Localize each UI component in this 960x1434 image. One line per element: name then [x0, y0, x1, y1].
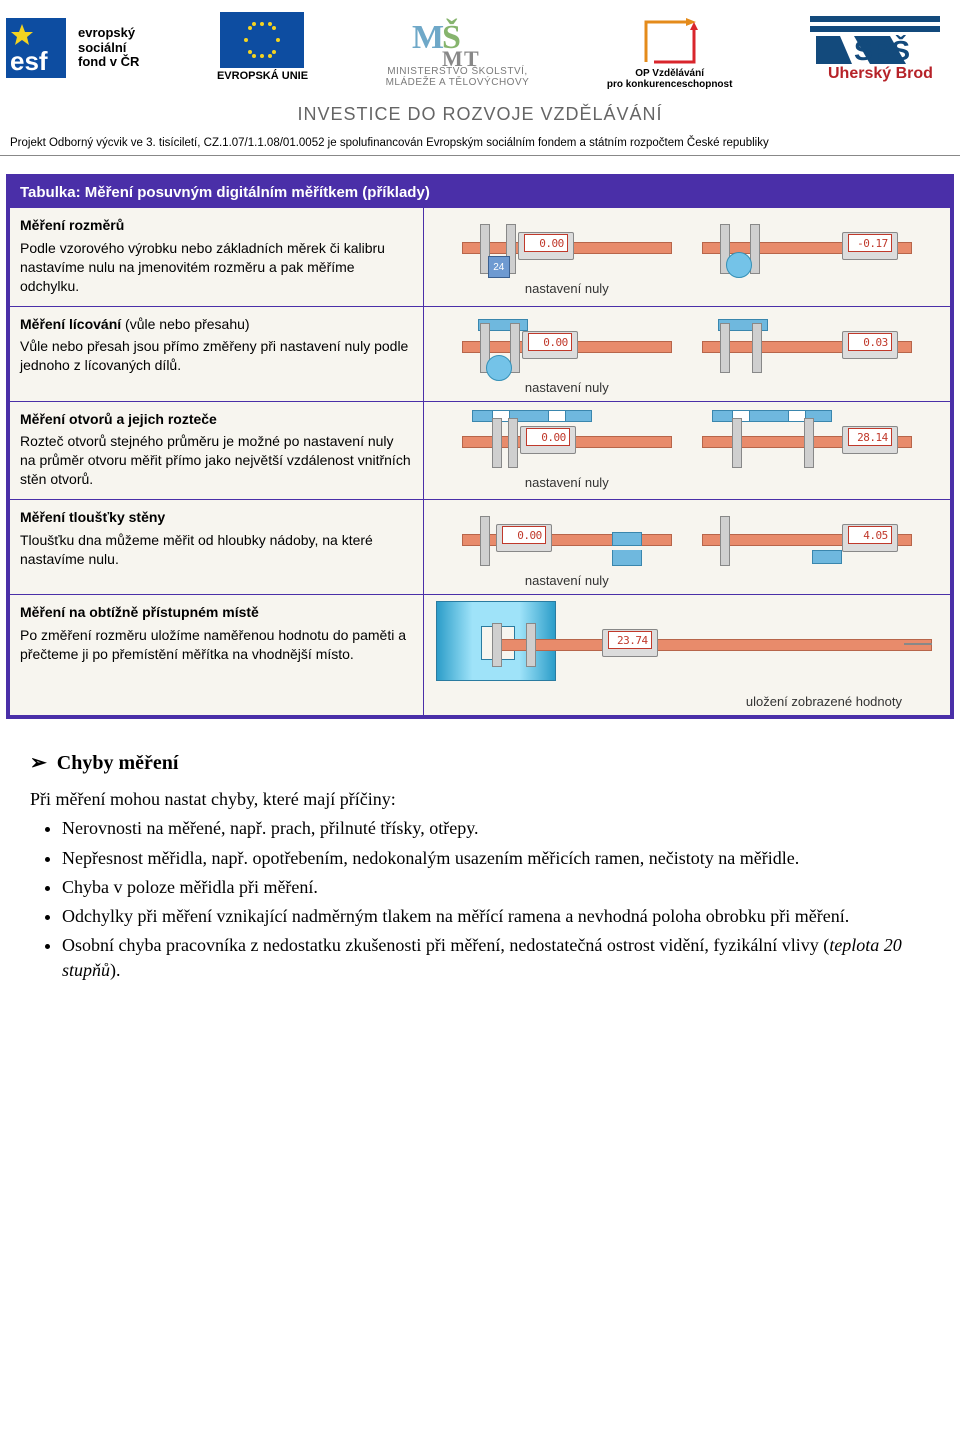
table-row: Měření tloušťky stěny Tloušťku dna můžem…	[10, 499, 950, 594]
caliper-diagram-right: 28.14	[702, 408, 912, 472]
esf-line-1: sociální	[78, 41, 139, 56]
list-item-pre: Osobní chyba pracovníka z nedostatku zku…	[62, 935, 829, 955]
sps-icon: SPŠ Uherský Brod	[810, 12, 940, 82]
eu-flag-icon	[220, 12, 304, 68]
row-heading: Měření lícování	[20, 316, 121, 332]
caliper-display: 0.00	[524, 234, 568, 252]
list-item: Osobní chyba pracovníka z nedostatku zku…	[62, 933, 930, 983]
diagram-caption: nastavení nuly	[462, 573, 672, 588]
msmt-icon: M Š M T	[412, 12, 502, 66]
esf-text: evropský sociální fond v ČR	[78, 26, 139, 71]
row-body: Rozteč otvorů stejného průměru je možné …	[20, 432, 413, 489]
caliper-diagram-right: -0.17	[702, 214, 912, 278]
project-line: Projekt Odborný výcvik ve 3. tisíciletí,…	[0, 135, 960, 156]
row-body: Podle vzorového výrobku nebo základních …	[20, 239, 413, 296]
gauge-block: 24	[488, 256, 510, 278]
table-row: Měření lícování (vůle nebo přesahu) Vůle…	[10, 306, 950, 401]
list-item: Odchylky při měření vznikající nadměrným…	[62, 904, 930, 929]
row-body: Vůle nebo přesah jsou přímo změřeny při …	[20, 337, 413, 375]
caliper-diagram-right: 0.03	[702, 313, 912, 377]
logo-msmt: M Š M T MINISTERSTVO ŠKOLSTVÍ, MLÁDEŽE A…	[386, 12, 530, 88]
table-cell-text: Měření rozměrů Podle vzorového výrobku n…	[10, 208, 424, 306]
svg-text:T: T	[464, 46, 479, 66]
row-heading: Měření tloušťky stěny	[20, 509, 165, 525]
msmt-line-1: MLÁDEŽE A TĚLOVÝCHOVY	[386, 77, 530, 88]
caliper-display: 23.74	[608, 631, 652, 649]
row-heading: Měření na obtížně přístupném místě	[20, 604, 259, 620]
op-line-1: pro konkurenceschopnost	[607, 79, 733, 90]
esf-icon: esf	[0, 12, 72, 84]
header-logos: esf evropský sociální fond v ČR EVROPSKÁ…	[0, 0, 960, 98]
op-icon	[640, 12, 700, 68]
diagram-caption: nastavení nuly	[462, 380, 672, 395]
list-item-post: ).	[110, 960, 121, 980]
errors-intro: Při měření mohou nastat chyby, které maj…	[30, 787, 930, 812]
table-cell-diagram: 0.00 nastavení nuly 28.14	[424, 402, 950, 500]
table-cell-diagram: 0.00 nastavení nuly 4.05	[424, 500, 950, 594]
caliper-diagram-left: 0.00 24	[462, 214, 672, 278]
caliper-display: 0.00	[526, 428, 570, 446]
errors-heading-text: Chyby měření	[57, 749, 179, 777]
diagram-caption: nastavení nuly	[462, 281, 672, 296]
esf-line-0: evropský	[78, 26, 139, 41]
table-row: Měření na obtížně přístupném místě Po zm…	[10, 594, 950, 715]
caliper-display: -0.17	[848, 234, 892, 252]
row-body: Po změření rozměru uložíme naměřenou hod…	[20, 626, 413, 664]
msmt-line-0: MINISTERSTVO ŠKOLSTVÍ,	[387, 66, 527, 77]
caliper-display: 4.05	[848, 526, 892, 544]
logo-esf: esf evropský sociální fond v ČR	[0, 12, 139, 84]
eu-label: EVROPSKÁ UNIE	[217, 70, 308, 82]
table-title: Tabulka: Měření posuvným digitálním měří…	[10, 178, 950, 207]
op-line-0: OP Vzdělávání	[635, 68, 704, 79]
row-heading: Měření otvorů a jejich rozteče	[20, 411, 217, 427]
caliper-diagram-left: 0.00	[462, 506, 672, 570]
body-text-section: ➢ Chyby měření Při měření mohou nastat c…	[0, 749, 960, 1017]
svg-text:M: M	[412, 19, 444, 56]
caliper-display: 0.00	[528, 333, 572, 351]
logo-eu: EVROPSKÁ UNIE	[217, 12, 308, 82]
caliper-display: 0.03	[848, 333, 892, 351]
list-item: Chyba v poloze měřidla při měření.	[62, 875, 930, 900]
esf-line-2: fond v ČR	[78, 55, 139, 70]
caliper-diagram-right: 4.05	[702, 506, 912, 570]
svg-text:esf: esf	[10, 46, 48, 76]
table-cell-text: Měření lícování (vůle nebo přesahu) Vůle…	[10, 307, 424, 401]
list-item: Nerovnosti na měřené, např. prach, přiln…	[62, 816, 930, 841]
errors-list: Nerovnosti na měřené, např. prach, přiln…	[62, 816, 930, 983]
caliper-display: 28.14	[848, 428, 892, 446]
caliper-diagram-left: 0.00	[462, 408, 672, 472]
caliper-table: Tabulka: Měření posuvným digitálním měří…	[6, 174, 954, 719]
row-heading: Měření rozměrů	[20, 217, 124, 233]
caliper-diagram-single: 23.74	[492, 619, 932, 699]
svg-text:M: M	[442, 46, 463, 66]
row-sub: (vůle nebo přesahu)	[121, 316, 249, 332]
list-item: Nepřesnost měřidla, např. opotřebením, n…	[62, 846, 930, 871]
row-body: Tloušťku dna můžeme měřit od hloubky nád…	[20, 531, 413, 569]
investice-heading: INVESTICE DO ROZVOJE VZDĚLÁVÁNÍ	[0, 104, 960, 125]
svg-text:Uherský Brod: Uherský Brod	[828, 65, 933, 82]
table-cell-diagram: 0.00 nastavení nuly 0.03	[424, 307, 950, 401]
errors-heading: ➢ Chyby měření	[30, 749, 930, 777]
table-row: Měření otvorů a jejich rozteče Rozteč ot…	[10, 401, 950, 500]
table-cell-text: Měření otvorů a jejich rozteče Rozteč ot…	[10, 402, 424, 500]
logo-sps: SPŠ Uherský Brod	[810, 12, 940, 82]
bullet-arrow-icon: ➢	[30, 749, 47, 777]
caliper-display: 0.00	[502, 526, 546, 544]
svg-text:SPŠ: SPŠ	[854, 34, 910, 66]
diagram-caption: nastavení nuly	[462, 475, 672, 490]
table-cell-diagram: 0.00 24 nastavení nuly -0.17	[424, 208, 950, 306]
logo-op: OP Vzdělávání pro konkurenceschopnost	[607, 12, 733, 90]
table-cell-diagram: 23.74 uložení zobrazené hodnoty	[424, 595, 950, 715]
table-cell-text: Měření tloušťky stěny Tloušťku dna můžem…	[10, 500, 424, 594]
table-row: Měření rozměrů Podle vzorového výrobku n…	[10, 207, 950, 306]
table-cell-text: Měření na obtížně přístupném místě Po zm…	[10, 595, 424, 715]
caliper-diagram-left: 0.00	[462, 313, 672, 377]
